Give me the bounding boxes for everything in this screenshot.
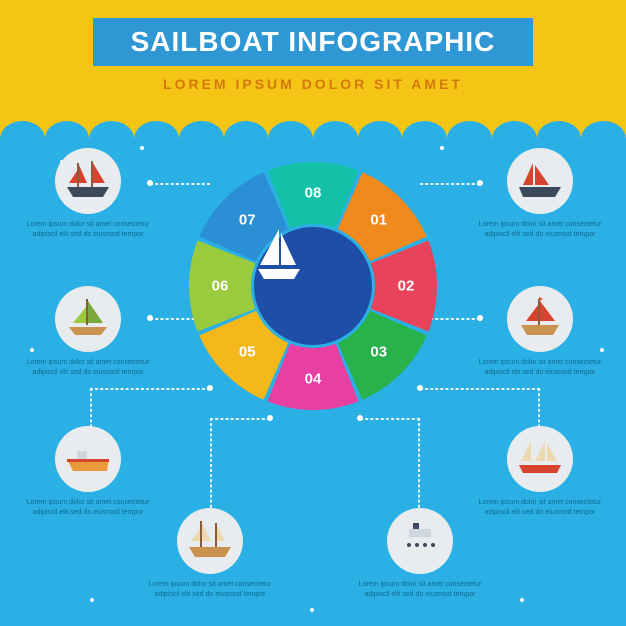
callout-c7: Lorem ipsum dolor sit amet consectetur a…	[18, 286, 158, 378]
callout-text: Lorem ipsum dolor sit amet consectetur a…	[350, 580, 490, 600]
callout-text: Lorem ipsum dolor sit amet consectetur a…	[140, 580, 280, 600]
boat-icon-green-sloop	[55, 286, 121, 352]
sailboat-icon	[254, 227, 372, 345]
boat-icon-schooner-red	[55, 148, 121, 214]
header: SAILBOAT INFOGRAPHIC LOREM IPSUM DOLOR S…	[0, 0, 626, 138]
main-area: 01 02 03 04 05 06 07 08 Lorem ipsum dolor sit a…	[0, 138, 626, 626]
center-circle	[254, 227, 372, 345]
boat-icon-catamaran	[507, 426, 573, 492]
segment-label: 01	[370, 212, 387, 229]
callout-text: Lorem ipsum dolor sit amet consectetur a…	[470, 220, 610, 240]
segment-label: 06	[212, 278, 229, 295]
boat-icon-speedboat	[55, 426, 121, 492]
callout-text: Lorem ipsum dolor sit amet consectetur a…	[18, 358, 158, 378]
boat-icon-cruise	[387, 508, 453, 574]
page-title: SAILBOAT INFOGRAPHIC	[131, 26, 496, 57]
callout-c5: Lorem ipsum dolor sit amet consectetur a…	[140, 508, 280, 600]
callout-c3: Lorem ipsum dolor sit amet consectetur a…	[470, 426, 610, 518]
callout-c2: Lorem ipsum dolor sit amet consectetur a…	[470, 286, 610, 378]
title-ribbon: SAILBOAT INFOGRAPHIC	[93, 18, 534, 66]
segment-label: 03	[370, 343, 387, 360]
segment-label: 05	[239, 343, 256, 360]
callout-text: Lorem ipsum dolor sit amet consectetur a…	[18, 498, 158, 518]
callout-c6: Lorem ipsum dolor sit amet consectetur a…	[18, 426, 158, 518]
page-subtitle: LOREM IPSUM DOLOR SIT AMET	[0, 76, 626, 92]
callout-c1: Lorem ipsum dolor sit amet consectetur a…	[470, 148, 610, 240]
donut-chart: 01 02 03 04 05 06 07 08	[189, 162, 437, 410]
callout-text: Lorem ipsum dolor sit amet consectetur a…	[470, 358, 610, 378]
callout-c8: Lorem ipsum dolor sit amet consectetur a…	[18, 148, 158, 240]
segment-label: 04	[305, 371, 322, 388]
boat-icon-sailboat-red	[507, 286, 573, 352]
boat-icon-tall-ship	[177, 508, 243, 574]
callout-text: Lorem ipsum dolor sit amet consectetur a…	[18, 220, 158, 240]
boat-icon-yacht-red	[507, 148, 573, 214]
callout-c4: Lorem ipsum dolor sit amet consectetur a…	[350, 508, 490, 600]
wave-divider	[0, 121, 626, 139]
callout-text: Lorem ipsum dolor sit amet consectetur a…	[470, 498, 610, 518]
segment-label: 08	[305, 185, 322, 202]
segment-label: 07	[239, 212, 256, 229]
segment-label: 02	[398, 278, 415, 295]
